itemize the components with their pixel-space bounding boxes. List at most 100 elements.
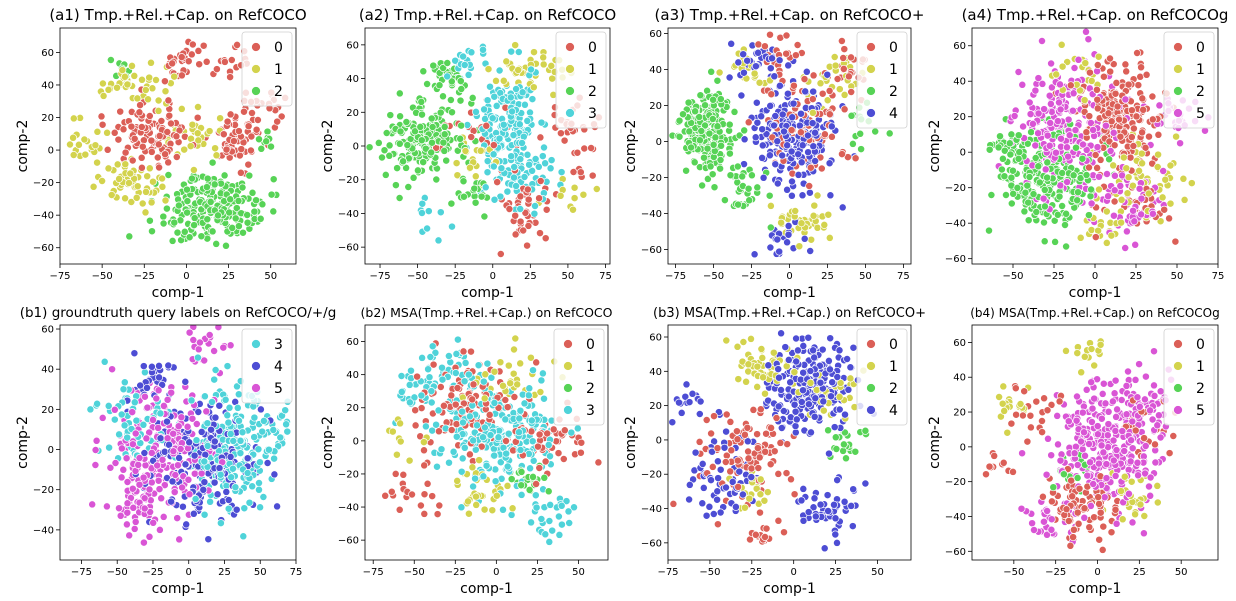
scatter-point-3 <box>488 114 497 123</box>
scatter-point-2 <box>396 127 405 136</box>
y-tick-label: 20 <box>41 405 54 416</box>
scatter-point-2 <box>716 95 725 104</box>
scatter-point-0 <box>1129 124 1138 133</box>
scatter-point-5 <box>1064 152 1073 161</box>
scatter-point-2 <box>1002 191 1010 199</box>
scatter-point-3 <box>479 433 487 442</box>
scatter-point-0 <box>808 95 817 104</box>
scatter-point-5 <box>142 434 151 443</box>
scatter-point-2 <box>1027 128 1036 137</box>
scatter-point-4 <box>768 54 776 63</box>
scatter-point-1 <box>511 334 520 343</box>
scatter-point-5 <box>1043 131 1052 140</box>
scatter-point-2 <box>1024 198 1033 207</box>
scatter-point-2 <box>710 183 719 192</box>
scatter-point-5 <box>226 341 235 350</box>
x-tick-label: −75 <box>665 271 686 282</box>
scatter-point-3 <box>235 416 243 425</box>
scatter-point-5 <box>177 413 186 422</box>
legend-label: 2 <box>274 84 283 100</box>
scatter-point-1 <box>123 80 132 89</box>
scatter-point-4 <box>841 410 849 419</box>
scatter-point-3 <box>451 56 460 65</box>
y-tick-label: −40 <box>641 209 662 220</box>
panel-title: (a1) Tmp.+Rel.+Cap. on RefCOCO <box>49 6 306 24</box>
scatter-point-0 <box>199 41 208 50</box>
scatter-point-3 <box>259 493 268 501</box>
scatter-point-3 <box>208 398 216 406</box>
scatter-point-2 <box>1009 189 1018 198</box>
scatter-point-4 <box>181 377 190 386</box>
y-tick-label: 60 <box>953 41 966 52</box>
scatter-point-2 <box>225 208 234 217</box>
scatter-point-1 <box>189 166 198 174</box>
scatter-point-5 <box>119 465 128 474</box>
scatter-point-1 <box>115 174 124 183</box>
scatter-point-2 <box>1040 218 1048 227</box>
scatter-point-4 <box>758 153 767 162</box>
scatter-point-2 <box>470 184 479 193</box>
scatter-point-5 <box>1131 240 1140 249</box>
scatter-point-2 <box>709 140 718 149</box>
legend: 012 <box>241 31 293 107</box>
scatter-point-3 <box>233 382 241 391</box>
scatter-point-2 <box>1000 146 1009 155</box>
scatter-point-3 <box>510 173 518 182</box>
scatter-point-0 <box>237 145 246 154</box>
scatter-point-5 <box>153 461 162 470</box>
axes-frame <box>59 27 297 265</box>
scatter-point-0 <box>411 406 420 415</box>
scatter-point-3 <box>507 47 516 56</box>
scatter-point-2 <box>717 141 726 150</box>
scatter-point-1 <box>104 85 113 94</box>
scatter-point-2 <box>753 183 762 192</box>
scatter-point-5 <box>154 476 163 485</box>
scatter-point-2 <box>395 89 404 98</box>
scatter-point-3 <box>110 415 119 424</box>
scatter-point-4 <box>309 439 316 446</box>
scatter-point-3 <box>523 116 532 125</box>
scatter-point-4 <box>210 437 219 446</box>
scatter-point-1 <box>118 66 127 75</box>
x-tick-label: −75 <box>363 567 384 578</box>
scatter-point-1 <box>750 69 759 78</box>
scatter-point-2 <box>544 487 553 496</box>
scatter-point-5 <box>123 508 132 517</box>
scatter-point-4 <box>243 454 252 463</box>
legend-label: 1 <box>274 62 283 78</box>
x-axis-label: comp-1 <box>1069 285 1122 301</box>
scatter-point-0 <box>519 226 528 235</box>
scatter-point-2 <box>1058 202 1067 210</box>
scatter-point-3 <box>445 458 453 467</box>
scatter-point-4 <box>778 151 787 160</box>
scatter-point-5 <box>1055 98 1063 107</box>
scatter-point-3 <box>259 416 268 425</box>
scatter-point-0 <box>732 427 741 436</box>
scatter-point-3 <box>494 433 503 442</box>
scatter-point-4 <box>207 425 216 434</box>
scatter-point-3 <box>469 482 478 491</box>
scatter-point-0 <box>787 126 796 135</box>
scatter-point-1 <box>98 79 107 88</box>
scatter-point-3 <box>460 377 469 386</box>
y-tick-label: 20 <box>41 113 54 124</box>
scatter-point-2 <box>385 141 394 150</box>
scatter-point-5 <box>1018 80 1027 89</box>
scatter-point-5 <box>1110 186 1119 195</box>
scatter-point-1 <box>93 127 102 136</box>
scatter-point-2 <box>698 181 707 190</box>
scatter-point-5 <box>91 446 100 454</box>
scatter-point-3 <box>433 462 441 471</box>
scatter-point-0 <box>502 437 510 445</box>
scatter-point-1 <box>141 208 150 217</box>
scatter-point-1 <box>461 147 470 155</box>
y-tick-label: 0 <box>48 146 54 157</box>
scatter-point-2 <box>839 446 848 455</box>
scatter-point-3 <box>501 415 510 424</box>
scatter-point-4 <box>809 87 818 96</box>
scatter-point-2 <box>395 139 404 148</box>
scatter-point-0 <box>587 144 596 152</box>
scatter-point-2 <box>1062 209 1071 218</box>
scatter-point-3 <box>117 410 126 419</box>
scatter-point-3 <box>206 497 215 506</box>
